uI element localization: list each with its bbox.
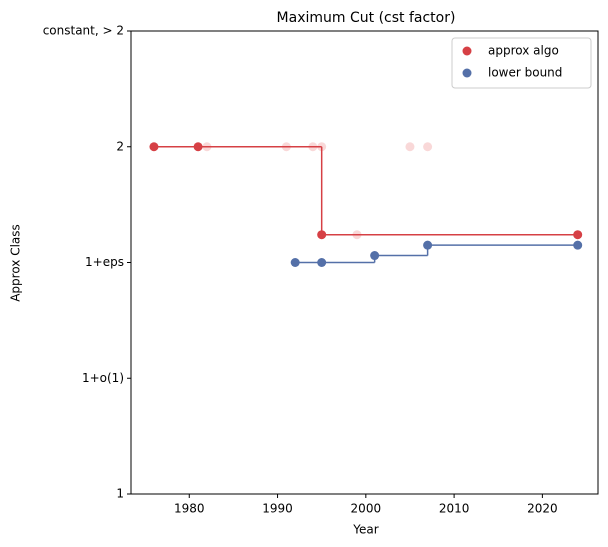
point xyxy=(193,142,203,152)
y-tick-label: 1 xyxy=(116,487,124,501)
legend-label: approx algo xyxy=(488,44,559,58)
point xyxy=(573,240,583,250)
y-axis-label: Approx Class xyxy=(9,224,23,302)
x-tick-label: 2010 xyxy=(439,502,470,516)
x-tick-label: 1980 xyxy=(174,502,205,516)
point xyxy=(149,142,159,152)
point xyxy=(370,251,380,261)
faint-point xyxy=(405,142,415,152)
y-tick-label: 1+o(1) xyxy=(82,371,124,385)
point xyxy=(290,258,300,267)
y-tick-label: 1+eps xyxy=(85,255,124,269)
legend-label: lower bound xyxy=(488,66,562,80)
x-axis-label: Year xyxy=(352,523,378,537)
legend-box xyxy=(451,37,592,89)
y-tick-label: constant, > 2 xyxy=(43,24,124,38)
x-tick-label: 2020 xyxy=(527,502,558,516)
legend-marker xyxy=(462,68,472,78)
point xyxy=(317,258,327,267)
faint-point xyxy=(423,142,433,152)
point xyxy=(573,230,583,240)
x-tick-label: 1990 xyxy=(262,502,293,516)
y-tick-label: 2 xyxy=(116,139,124,153)
chart-title: Maximum Cut (cst factor) xyxy=(277,10,456,26)
legend-marker xyxy=(462,46,472,56)
point xyxy=(423,240,433,250)
point xyxy=(317,230,327,240)
x-tick-label: 2000 xyxy=(351,502,382,516)
